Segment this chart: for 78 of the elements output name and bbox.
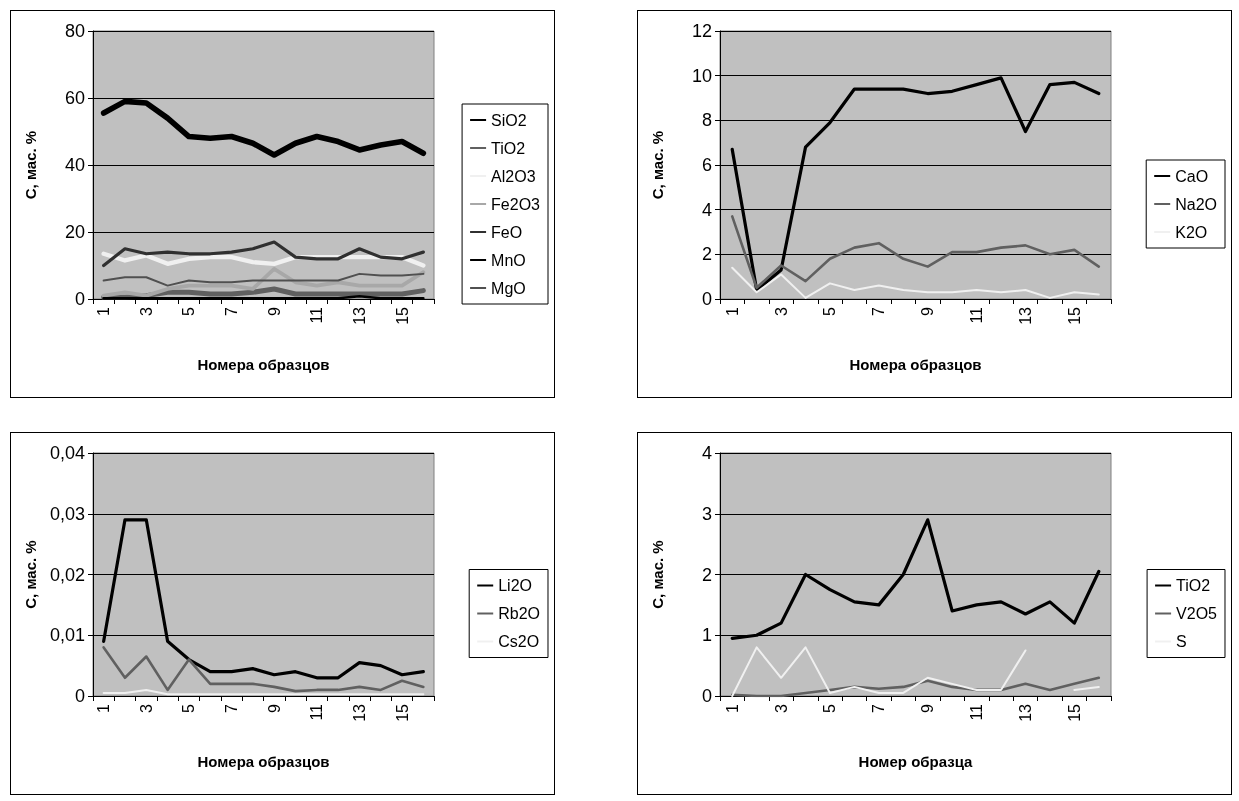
x-tick-label: 15 — [1065, 306, 1083, 325]
x-axis-title: Номера образцов — [849, 356, 982, 373]
legend-label: MgO — [491, 279, 526, 297]
y-tick-label: 0 — [701, 289, 712, 309]
x-tick-label: 11 — [308, 306, 326, 324]
x-tick-label: 9 — [265, 703, 283, 713]
x-tick-label: 3 — [137, 703, 155, 713]
legend-label: Na2O — [1175, 195, 1217, 213]
legend-label: S — [1176, 633, 1187, 650]
x-axis-title: Номер образца — [858, 753, 974, 770]
y-tick-label: 0,02 — [49, 564, 85, 585]
x-tick-label: 13 — [350, 703, 368, 722]
y-tick-label: 3 — [701, 503, 712, 524]
y-axis-title: С, мас. % — [22, 130, 39, 200]
x-tick-label: 3 — [772, 703, 790, 713]
x-tick-label: 7 — [870, 306, 888, 316]
legend-label: Rb2O — [498, 605, 540, 622]
x-axis-title: Номера образцов — [197, 356, 330, 373]
x-tick-label: 1 — [723, 703, 741, 713]
y-tick-label: 20 — [64, 222, 85, 242]
legend-label: FeO — [491, 223, 523, 241]
y-tick-label: 4 — [701, 199, 712, 220]
legend-label: Al2O3 — [491, 167, 536, 185]
x-tick-label: 9 — [919, 306, 937, 316]
y-tick-label: 0,03 — [49, 503, 85, 524]
y-tick-label: 12 — [691, 21, 712, 41]
x-tick-label: 5 — [821, 703, 839, 713]
y-tick-label: 2 — [701, 244, 712, 265]
x-tick-label: 1 — [95, 306, 113, 316]
y-tick-label: 40 — [64, 155, 85, 175]
y-tick-label: 6 — [701, 155, 712, 175]
y-axis-title: С, мас. % — [22, 540, 39, 609]
x-tick-label: 3 — [137, 306, 155, 316]
legend-label: V2O5 — [1176, 605, 1218, 622]
x-tick-label: 5 — [180, 306, 198, 316]
x-tick-label: 11 — [968, 703, 986, 721]
x-tick-label: 7 — [223, 703, 241, 713]
x-tick-label: 13 — [1016, 703, 1034, 722]
y-tick-label: 0 — [74, 289, 85, 309]
y-tick-label: 80 — [64, 21, 85, 41]
x-tick-label: 5 — [821, 306, 839, 316]
x-tick-label: 15 — [393, 703, 411, 722]
x-tick-label: 11 — [968, 306, 986, 324]
x-tick-label: 7 — [223, 306, 241, 316]
x-tick-label: 15 — [1065, 703, 1083, 722]
y-tick-label: 10 — [691, 65, 712, 86]
x-tick-label: 3 — [772, 306, 790, 316]
legend-label: Cs2O — [498, 633, 540, 650]
y-tick-label: 4 — [701, 443, 712, 463]
legend-label: K2O — [1175, 223, 1208, 241]
legend-label: MnO — [491, 251, 526, 269]
x-tick-label: 1 — [95, 703, 113, 713]
y-axis-title: С, мас. % — [649, 540, 666, 609]
y-tick-label: 1 — [701, 625, 712, 646]
y-tick-label: 2 — [701, 564, 712, 585]
x-tick-label: 5 — [180, 703, 198, 713]
y-tick-label: 0 — [74, 686, 85, 706]
x-tick-label: 11 — [308, 703, 326, 721]
legend-label: TiO2 — [1176, 577, 1211, 594]
legend-label: SiO2 — [491, 111, 527, 129]
x-tick-label: 13 — [350, 306, 368, 325]
x-tick-label: 15 — [393, 306, 411, 325]
y-axis-title: С, мас. % — [649, 130, 666, 200]
legend-label: CaO — [1175, 167, 1209, 185]
x-tick-label: 13 — [1016, 306, 1034, 325]
legend-label: Li2O — [498, 577, 532, 594]
x-tick-label: 9 — [919, 703, 937, 713]
x-tick-label: 9 — [265, 306, 283, 316]
y-tick-label: 8 — [701, 110, 712, 131]
x-tick-label: 7 — [870, 703, 888, 713]
x-tick-label: 1 — [723, 306, 741, 316]
x-axis-title: Номера образцов — [197, 753, 330, 770]
legend-label: TiO2 — [491, 139, 526, 157]
y-tick-label: 60 — [64, 88, 85, 108]
y-tick-label: 0,04 — [49, 443, 85, 463]
y-tick-label: 0,01 — [49, 625, 85, 646]
legend-label: Fe2O3 — [491, 195, 541, 213]
y-tick-label: 0 — [701, 686, 712, 706]
